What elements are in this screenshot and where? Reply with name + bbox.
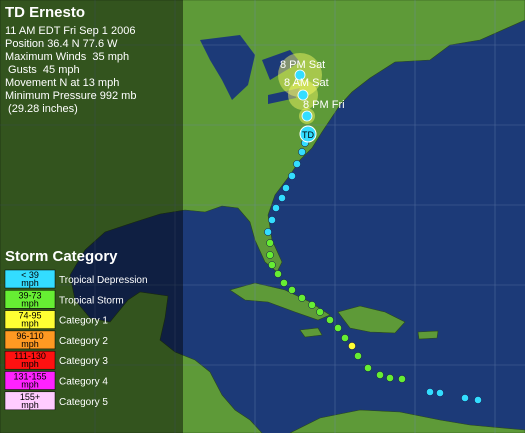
track-point: [308, 301, 316, 309]
legend-range: mph: [21, 339, 39, 349]
track-point: [334, 324, 342, 332]
track-point: [274, 270, 282, 278]
legend-swatch: [4, 350, 56, 370]
legend-item: 155+mph: [4, 391, 56, 411]
track-point: [278, 194, 286, 202]
track-point: [326, 316, 334, 324]
info-line: 11 AM EDT Fri Sep 1 2006: [5, 25, 135, 37]
track-point: [268, 216, 276, 224]
legend-range: 96-110: [16, 331, 43, 341]
track-point: [266, 251, 274, 259]
legend-label: Category 4: [59, 377, 108, 388]
track-point: [288, 286, 296, 294]
track-point: [268, 261, 276, 269]
legend-label: Tropical Storm: [59, 295, 124, 306]
info-line: Position 36.4 N 77.6 W: [5, 38, 118, 50]
track-point: [280, 279, 288, 287]
track-point: [293, 160, 301, 168]
current-position: [299, 125, 317, 143]
track-point: [376, 371, 384, 379]
info-line: (29.28 inches): [5, 103, 78, 115]
track-point: [436, 389, 444, 397]
puerto-rico: [417, 330, 439, 340]
track-point: [426, 388, 434, 396]
track-point: [272, 204, 280, 212]
track-point: [341, 334, 349, 342]
great-lakes: [200, 35, 300, 104]
forecast-point: [297, 89, 309, 101]
legend-label: Category 5: [59, 397, 108, 408]
legend-label: Category 3: [59, 356, 108, 367]
track-point: [316, 308, 324, 316]
legend-range: < 39: [21, 270, 39, 280]
track-point: [288, 172, 296, 180]
legend-label: Tropical Depression: [59, 275, 148, 286]
legend-swatch: [4, 371, 56, 390]
legend-range: mph: [21, 298, 39, 308]
forecast-label: 8 PM Fri: [303, 99, 345, 111]
track-point: [354, 352, 362, 360]
info-line: Maximum Winds 35 mph: [5, 51, 129, 63]
track-point: [264, 228, 272, 236]
legend-range: mph: [21, 359, 39, 369]
legend-label: Category 1: [59, 316, 108, 327]
track-point: [461, 394, 469, 402]
storm-track: [264, 69, 482, 404]
legend-range: mph: [21, 278, 39, 288]
track-point: [364, 364, 372, 372]
forecast-label: 8 AM Sat: [284, 77, 329, 89]
track-point: [298, 294, 306, 302]
forecast-point: [294, 69, 306, 81]
south-america: [289, 409, 525, 434]
track-point: [266, 239, 274, 247]
legend-range: 155+: [20, 392, 40, 402]
info-line: Movement N at 13 mph: [5, 77, 119, 89]
info-line: Gusts 45 mph: [5, 64, 80, 76]
legend-label: Category 2: [59, 336, 108, 347]
hispaniola: [337, 305, 406, 334]
legend-range: 131-155: [13, 372, 46, 382]
track-point: [386, 374, 394, 382]
legend-range: mph: [21, 400, 39, 410]
track-point: [298, 148, 306, 156]
track-point: [348, 342, 356, 350]
legend-range: mph: [21, 319, 39, 329]
legend-range: 39-73: [18, 290, 41, 300]
legend-range: 111-130: [14, 351, 46, 361]
current-marker: TD: [302, 130, 314, 140]
track-point: [282, 184, 290, 192]
info-line: Minimum Pressure 992 mb: [5, 90, 136, 102]
legend-range: mph: [21, 380, 39, 390]
legend-swatch: [4, 290, 56, 309]
legend-title: Storm Category: [5, 248, 118, 265]
legend-swatch: [4, 391, 56, 411]
legend-swatch: [4, 330, 56, 350]
forecast-label: 8 PM Sat: [280, 59, 325, 71]
forecast-point: [301, 110, 313, 122]
legend-swatch: [4, 310, 56, 329]
legend-range: 74-95: [18, 311, 41, 321]
track-point: [474, 396, 482, 404]
jamaica: [299, 327, 323, 338]
legend-swatch: [4, 269, 56, 289]
storm-title: TD Ernesto: [5, 4, 85, 21]
track-point: [398, 375, 406, 383]
